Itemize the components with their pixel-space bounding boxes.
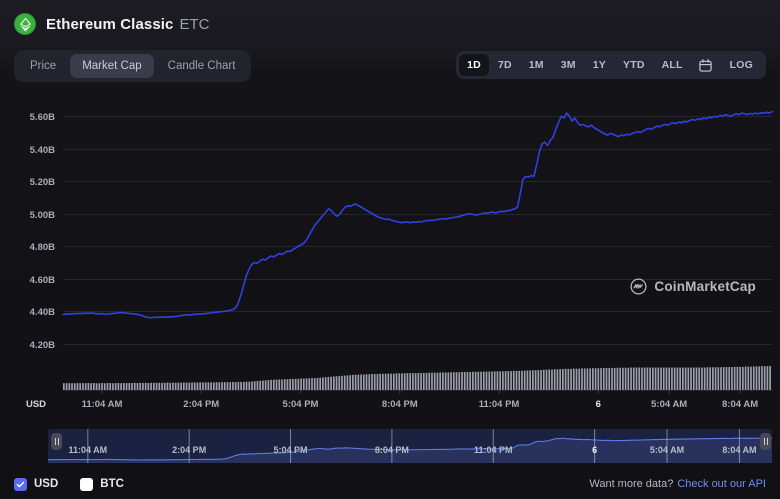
y-axis-tick-label: 4.20B [30,340,55,351]
price-series-path [62,110,773,319]
range-button-1m[interactable]: 1M [521,54,552,76]
navigator-handle-left[interactable] [51,433,62,450]
api-promo-text: Want more data? [589,478,674,490]
checkbox-btc-icon[interactable] [80,477,94,491]
range-button-all[interactable]: ALL [654,54,691,76]
navigator-tick-label: 6 [592,445,597,455]
y-axis-tick-label: 5.20B [30,177,55,188]
range-button-1d[interactable]: 1D [459,54,489,76]
ethereum-classic-logo-icon [14,13,36,35]
x-axis-tick-label: 5:04 AM [651,399,687,410]
currency-label-usd: USD [34,478,59,490]
navigator-tick-label: 5:04 AM [650,445,684,455]
currency-option-usd[interactable]: USD [14,477,59,491]
widget-header: Ethereum Classic ETC [0,0,780,48]
navigator-handle-right[interactable] [760,433,771,450]
api-promo: Want more data? Check out our API [589,478,766,490]
x-axis-tick-label: 11:04 PM [479,399,520,410]
navigator-tick-label: 8:04 PM [375,445,409,455]
navigator-minimap[interactable]: 11:04 AM 2:04 PM 5:04 PM 8:04 PM 11:04 PM 6 5:… [48,429,772,463]
y-axis-tick-label: 5.60B [30,112,55,123]
x-axis-tick-label: 6 [596,399,601,410]
navigator-series-path [48,437,772,461]
chart-area[interactable]: 5.60B 5.40B 5.20B 5.00B 4.80B 4.60B 4.40B 4.20B… [6,88,774,418]
navigator-tick-label: 8:04 AM [722,445,756,455]
chart-controls: Price Market Cap Candle Chart 1D 7D 1M 3… [0,48,780,88]
y-axis-tick-label: 4.80B [30,242,55,253]
currency-label-btc: BTC [100,478,124,490]
range-button-7d[interactable]: 7D [490,54,520,76]
range-button-ytd[interactable]: YTD [615,54,653,76]
coin-symbol: ETC [179,15,210,33]
y-axis-tick-label: 5.40B [30,145,55,156]
navigator-tick-label: 11:04 AM [68,445,107,455]
page-title: Ethereum Classic [46,15,174,33]
x-axis-tick-label: 8:04 PM [382,399,418,410]
navigator-tick-label: 11:04 PM [474,445,513,455]
range-button-1y[interactable]: 1Y [585,54,614,76]
checkbox-usd-icon[interactable] [14,477,27,491]
y-axis-tick-label: 4.40B [30,307,55,318]
x-axis-tick-label: 8:04 AM [722,399,758,410]
y-axis-tick-label: 4.60B [30,275,55,286]
market-cap-line-chart[interactable]: 5.60B 5.40B 5.20B 5.00B 4.80B 4.60B 4.40B 4.20B… [6,88,774,418]
x-axis-tick-label: 2:04 PM [183,399,219,410]
x-axis-tick-label: 11:04 AM [82,399,123,410]
chart-type-tabs: Price Market Cap Candle Chart [14,50,252,82]
log-scale-button[interactable]: LOG [720,54,763,76]
x-axis-tick-label: 5:04 PM [283,399,319,410]
currency-option-btc[interactable]: BTC [80,477,124,491]
tab-market-cap[interactable]: Market Cap [70,54,154,78]
navigator-tick-label: 5:04 PM [274,445,308,455]
widget-footer: USD BTC Want more data? Check out our AP… [0,469,780,499]
y-axis-tick-label: 5.00B [30,210,55,221]
api-link[interactable]: Check out our API [677,478,766,490]
calendar-icon[interactable] [692,55,719,76]
range-button-3m[interactable]: 3M [553,54,584,76]
tab-price[interactable]: Price [18,54,68,78]
time-range-selector: 1D 7D 1M 3M 1Y YTD ALL LOG [456,51,766,79]
tab-candle-chart[interactable]: Candle Chart [156,54,248,78]
chart-navigator[interactable]: 11:04 AM 2:04 PM 5:04 PM 8:04 PM 11:04 PM 6 5:… [48,429,772,463]
currency-axis-label: USD [26,399,46,410]
navigator-tick-label: 2:04 PM [172,445,206,455]
